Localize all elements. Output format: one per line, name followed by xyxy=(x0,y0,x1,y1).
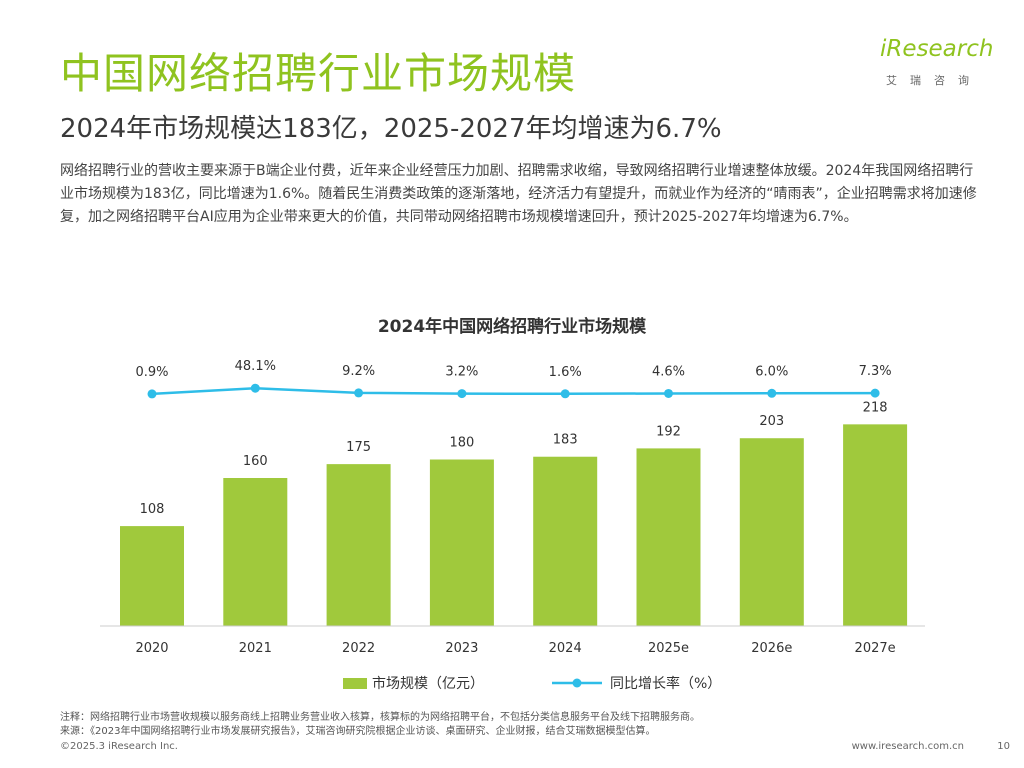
growth-label-2023: 3.2% xyxy=(445,365,478,380)
growth-label-2024: 1.6% xyxy=(549,365,582,380)
growth-point-2026e xyxy=(767,388,777,398)
bar-value-label-2027e: 218 xyxy=(863,400,888,415)
bar-value-label-2021: 160 xyxy=(243,454,268,469)
growth-label-2020: 0.9% xyxy=(135,365,168,380)
growth-line-layer: 0.9% 48.1% 9.2% 3.2% 1.6% 4.6% 6.0% 7.3% xyxy=(135,359,892,399)
growth-point-2021 xyxy=(250,383,260,393)
x-tick-label-2023: 2023 xyxy=(445,641,478,656)
bar-2026e xyxy=(739,438,804,626)
bar-2023 xyxy=(429,459,494,626)
growth-point-2025e xyxy=(664,388,673,398)
bar-2024 xyxy=(533,456,598,626)
bar-2020 xyxy=(120,526,184,626)
iresearch-logo: iResearch 艾瑞咨询 xyxy=(880,36,1000,96)
description-text: 网络招聘行业的营收主要来源于B端企业付费，近年来企业经营压力加剧、招聘需求收缩，… xyxy=(60,163,977,225)
growth-label-2022: 9.2% xyxy=(342,364,375,379)
chart-legend: 市场规模（亿元） 同比增长率（%） xyxy=(0,672,1024,694)
x-tick-label-2026e: 2026e xyxy=(751,641,792,656)
x-tick-label-2022: 2022 xyxy=(342,641,375,656)
x-tick-label-2021: 2021 xyxy=(239,641,272,656)
x-tick-label-2020: 2020 xyxy=(135,641,168,656)
x-tick-labels: 2020 2021 2022 2023 2024 2025e 2026e 2027e xyxy=(135,641,895,656)
footnote-source: 来源：《2023年中国网络招聘行业市场发展研究报告》，艾瑞咨询研究院根据企业访谈… xyxy=(60,726,656,737)
bar-value-label-2022: 175 xyxy=(346,440,371,455)
growth-label-2025e: 4.6% xyxy=(652,364,685,379)
page-number: 10 xyxy=(997,741,1010,752)
bar-value-label-2024: 183 xyxy=(553,433,578,448)
growth-point-2024 xyxy=(560,389,570,399)
site-url: www.iresearch.com.cn xyxy=(851,741,964,752)
copyright: ©2025.3 iResearch Inc. xyxy=(60,741,178,752)
legend-line-swatch xyxy=(552,678,602,688)
chart-title: 2024年中国网络招聘行业市场规模 xyxy=(377,317,647,337)
growth-label-2027e: 7.3% xyxy=(859,364,892,379)
bar-2022 xyxy=(326,464,391,626)
growth-point-2023 xyxy=(457,389,467,399)
page-title: 中国网络招聘行业市场规模 xyxy=(60,49,577,98)
legend-line-label: 同比增长率（%） xyxy=(610,676,722,692)
growth-point-2020 xyxy=(147,389,157,399)
footnote-note: 注释：网络招聘行业市场营收规模以服务商线上招聘业务营业收入核算，核算标的为网络招… xyxy=(60,712,700,723)
footnotes: 注释：网络招聘行业市场营收规模以服务商线上招聘业务营业收入核算，核算标的为网络招… xyxy=(60,711,700,739)
bar-value-label-2023: 180 xyxy=(449,436,474,451)
legend-bar-swatch xyxy=(343,678,367,689)
logo-text: iResearch xyxy=(880,36,994,62)
bar-2025e xyxy=(636,448,701,626)
growth-point-2022 xyxy=(354,388,364,398)
logo-subtext: 艾瑞咨询 xyxy=(886,74,982,87)
bar-2027e xyxy=(843,424,908,626)
growth-point-2027e xyxy=(870,388,880,398)
growth-label-2021: 48.1% xyxy=(235,359,276,374)
bar-layer: 108 160 175 180 183 192 203 218 xyxy=(120,400,908,626)
bar-value-label-2026e: 203 xyxy=(759,414,784,429)
x-tick-label-2024: 2024 xyxy=(549,641,582,656)
x-tick-label-2025e: 2025e xyxy=(648,641,689,656)
page-subtitle: 2024年市场规模达183亿，2025-2027年均增速为6.7% xyxy=(60,114,722,144)
x-tick-label-2027e: 2027e xyxy=(855,641,896,656)
bar-value-label-2025e: 192 xyxy=(656,424,681,439)
bar-value-label-2020: 108 xyxy=(140,502,165,517)
bar-2021 xyxy=(223,478,288,626)
growth-label-2026e: 6.0% xyxy=(755,364,788,379)
growth-rate-line xyxy=(151,386,876,396)
legend-bar-label: 市场规模（亿元） xyxy=(372,676,484,692)
market-size-chart: 0.9% 48.1% 9.2% 3.2% 1.6% 4.6% 6.0% 7.3% 108 160… xyxy=(100,359,925,656)
